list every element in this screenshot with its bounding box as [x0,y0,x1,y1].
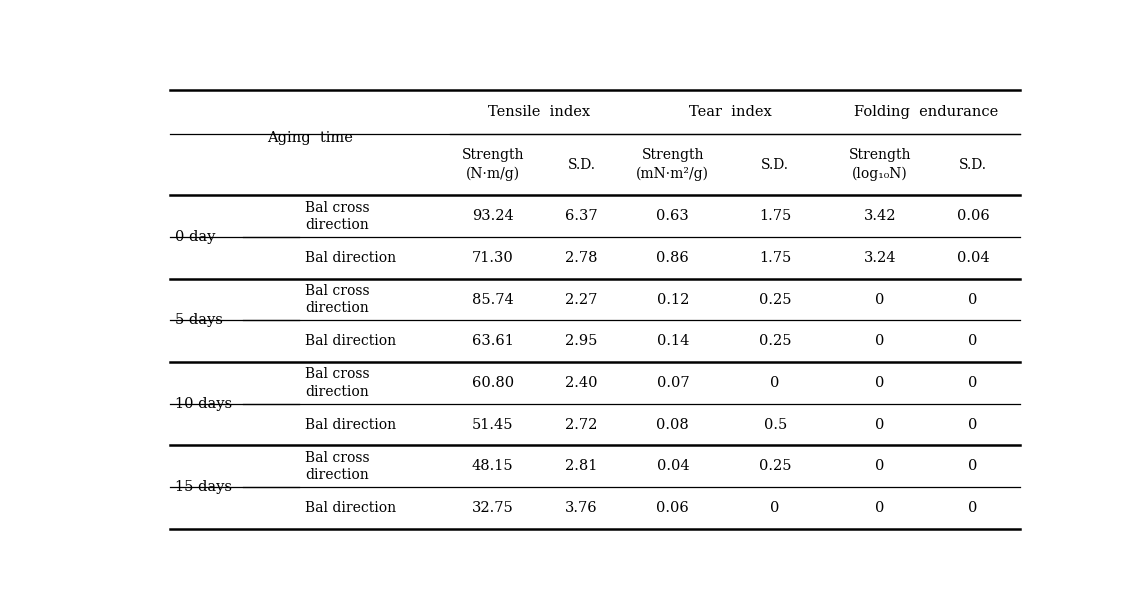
Text: 1.75: 1.75 [759,251,791,265]
Text: 6.37: 6.37 [565,209,598,223]
Text: 2.40: 2.40 [566,376,598,390]
Text: 0: 0 [875,376,884,390]
Text: S.D.: S.D. [567,158,596,172]
Text: 60.80: 60.80 [472,376,514,390]
Text: 0: 0 [875,418,884,432]
Text: Bal cross
direction: Bal cross direction [305,367,370,398]
Text: Strength
(log₁₀N): Strength (log₁₀N) [848,148,912,181]
Text: 71.30: 71.30 [472,251,513,265]
Text: 2.27: 2.27 [566,293,598,307]
Text: 0.25: 0.25 [759,334,791,348]
Text: 0: 0 [770,501,779,515]
Text: 15 days: 15 days [174,480,232,494]
Text: 93.24: 93.24 [472,209,513,223]
Text: 0: 0 [969,376,978,390]
Text: 0.12: 0.12 [657,293,689,307]
Text: 0: 0 [969,501,978,515]
Text: Bal direction: Bal direction [305,501,396,515]
Text: Folding  endurance: Folding endurance [854,105,999,119]
Text: 0.86: 0.86 [657,251,689,265]
Text: 32.75: 32.75 [472,501,513,515]
Text: 0.25: 0.25 [759,459,791,473]
Text: Tear  index: Tear index [689,105,773,119]
Text: Strength
(N·m/g): Strength (N·m/g) [461,148,523,181]
Text: 3.76: 3.76 [565,501,598,515]
Text: 0: 0 [875,501,884,515]
Text: 2.95: 2.95 [566,334,598,348]
Text: 0.06: 0.06 [956,209,990,223]
Text: 0.25: 0.25 [759,293,791,307]
Text: 0.07: 0.07 [657,376,689,390]
Text: 51.45: 51.45 [472,418,513,432]
Text: 0.04: 0.04 [956,251,990,265]
Text: 85.74: 85.74 [472,293,513,307]
Text: 0.63: 0.63 [657,209,689,223]
Text: 3.24: 3.24 [863,251,895,265]
Text: 3.42: 3.42 [863,209,895,223]
Text: 0.04: 0.04 [657,459,689,473]
Text: 0.08: 0.08 [657,418,689,432]
Text: Bal cross
direction: Bal cross direction [305,201,370,232]
Text: 0: 0 [875,459,884,473]
Text: 2.72: 2.72 [566,418,598,432]
Text: 0 day: 0 day [174,230,215,244]
Text: 2.78: 2.78 [566,251,598,265]
Text: 0: 0 [969,293,978,307]
Text: Bal cross
direction: Bal cross direction [305,284,370,315]
Text: 0: 0 [875,293,884,307]
Text: 5 days: 5 days [174,314,223,328]
Text: 10 days: 10 days [174,396,232,411]
Text: 0.5: 0.5 [763,418,786,432]
Text: 1.75: 1.75 [759,209,791,223]
Text: Strength
(mN·m²/g): Strength (mN·m²/g) [636,148,709,181]
Text: 63.61: 63.61 [472,334,513,348]
Text: 0.06: 0.06 [657,501,689,515]
Text: 0: 0 [969,418,978,432]
Text: 48.15: 48.15 [472,459,513,473]
Text: 0: 0 [969,334,978,348]
Text: Bal direction: Bal direction [305,334,396,348]
Text: Bal cross
direction: Bal cross direction [305,451,370,482]
Text: 0.14: 0.14 [657,334,689,348]
Text: 0: 0 [969,459,978,473]
Text: Bal direction: Bal direction [305,251,396,265]
Text: Bal direction: Bal direction [305,418,396,432]
Text: Tensile  index: Tensile index [488,105,590,119]
Text: S.D.: S.D. [761,158,789,172]
Text: Aging  time: Aging time [267,131,354,145]
Text: 0: 0 [770,376,779,390]
Text: 2.81: 2.81 [566,459,598,473]
Text: 0: 0 [875,334,884,348]
Text: S.D.: S.D. [959,158,987,172]
